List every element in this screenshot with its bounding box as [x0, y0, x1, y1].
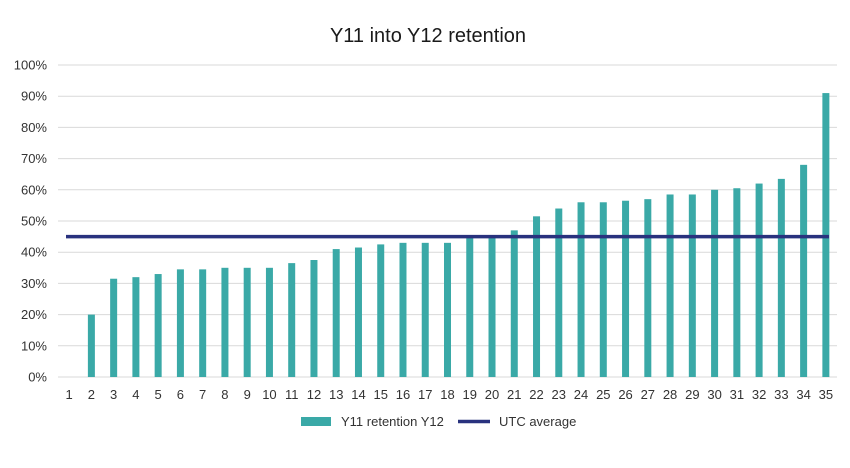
x-tick-label: 1	[66, 387, 73, 402]
bar	[288, 263, 296, 377]
y-tick-label: 10%	[21, 338, 47, 353]
legend-swatch-bars	[301, 417, 331, 426]
x-tick-label: 13	[329, 387, 343, 402]
bar	[243, 267, 251, 377]
bar	[711, 189, 719, 377]
bar	[377, 244, 385, 377]
chart-title: Y11 into Y12 retention	[330, 25, 526, 47]
bar	[154, 274, 162, 377]
bar	[421, 242, 429, 377]
bar	[332, 249, 340, 377]
y-tick-label: 90%	[21, 89, 47, 104]
legend-label-bars: Y11 retention Y12	[341, 414, 444, 429]
x-tick-label: 10	[262, 387, 276, 402]
x-tick-label: 24	[574, 387, 588, 402]
x-tick-label: 32	[752, 387, 766, 402]
x-tick-label: 19	[463, 387, 477, 402]
y-tick-label: 60%	[21, 182, 47, 197]
x-axis-ticks: 1 2 3 4 5 6 7 8 9 10 11 12 13 14 15 16 17 18 19 20 21 22 23 24 2…	[66, 387, 834, 402]
x-tick-label: 5	[155, 387, 162, 402]
x-tick-label: 6	[177, 387, 184, 402]
bar	[132, 277, 140, 377]
bar	[87, 314, 95, 377]
x-tick-label: 31	[730, 387, 744, 402]
y-tick-label: 40%	[21, 245, 47, 260]
bar	[510, 230, 518, 377]
bar	[777, 178, 785, 377]
bar	[800, 164, 808, 377]
x-tick-label: 4	[132, 387, 139, 402]
y-tick-label: 70%	[21, 151, 47, 166]
bar	[644, 199, 652, 377]
bar	[577, 202, 585, 377]
bar-series	[87, 93, 830, 377]
bar	[599, 202, 607, 377]
x-tick-label: 15	[373, 387, 387, 402]
x-tick-label: 3	[110, 387, 117, 402]
x-tick-label: 35	[819, 387, 833, 402]
x-tick-label: 9	[244, 387, 251, 402]
y-tick-label: 100%	[14, 58, 48, 73]
x-tick-label: 2	[88, 387, 95, 402]
x-tick-label: 34	[796, 387, 810, 402]
bar	[533, 216, 541, 377]
bar	[688, 194, 696, 377]
x-tick-label: 8	[221, 387, 228, 402]
bar	[444, 242, 451, 377]
x-tick-label: 30	[707, 387, 721, 402]
y-tick-label: 50%	[21, 214, 47, 229]
x-tick-label: 28	[663, 387, 677, 402]
x-tick-label: 16	[396, 387, 410, 402]
bar	[176, 269, 184, 377]
x-tick-label: 22	[529, 387, 543, 402]
bar	[354, 247, 362, 377]
bar	[488, 236, 496, 377]
y-tick-label: 20%	[21, 307, 47, 322]
x-tick-label: 17	[418, 387, 432, 402]
x-tick-label: 20	[485, 387, 499, 402]
bar	[399, 242, 407, 377]
bar	[555, 208, 563, 377]
legend: Y11 retention Y12 UTC average	[301, 414, 576, 429]
x-tick-label: 7	[199, 387, 206, 402]
y-tick-label: 30%	[21, 276, 47, 291]
y-axis-ticks: 0% 10% 20% 30% 40% 50% 60% 70% 80% 90% 100%	[14, 58, 48, 385]
x-tick-label: 14	[351, 387, 365, 402]
bar	[265, 267, 273, 377]
x-tick-label: 33	[774, 387, 788, 402]
bar	[199, 269, 207, 377]
x-tick-label: 12	[307, 387, 321, 402]
y-tick-label: 80%	[21, 120, 47, 135]
bar	[755, 183, 763, 377]
x-tick-label: 26	[618, 387, 632, 402]
bar	[622, 200, 630, 377]
x-tick-label: 27	[641, 387, 655, 402]
legend-label-average: UTC average	[499, 414, 576, 429]
x-tick-label: 29	[685, 387, 699, 402]
x-tick-label: 18	[440, 387, 454, 402]
x-tick-label: 21	[507, 387, 521, 402]
x-tick-label: 25	[596, 387, 610, 402]
bar	[666, 194, 674, 377]
bar	[310, 260, 318, 377]
bar	[110, 278, 118, 377]
y-tick-label: 0%	[28, 370, 47, 385]
bar	[466, 236, 474, 377]
bar	[733, 188, 741, 377]
x-tick-label: 23	[552, 387, 566, 402]
bar	[221, 267, 229, 377]
x-tick-label: 11	[285, 387, 299, 402]
